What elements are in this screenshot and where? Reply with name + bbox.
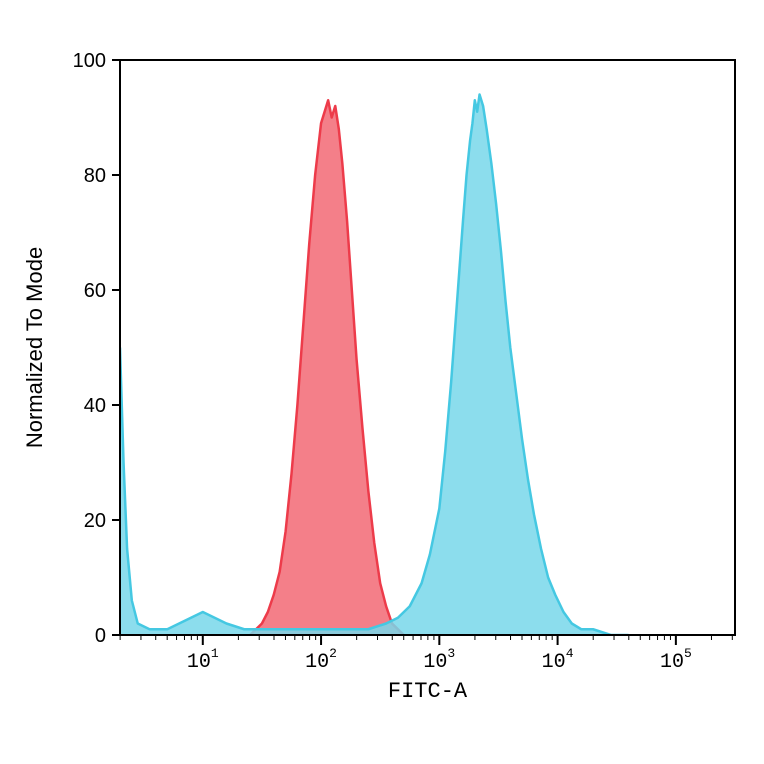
y-tick-label: 40 <box>84 395 106 417</box>
y-tick-label: 100 <box>73 50 106 72</box>
x-axis-label: FITC-A <box>388 679 468 704</box>
y-tick-label: 80 <box>84 165 106 187</box>
y-tick-label: 20 <box>84 510 106 532</box>
chart-svg: 020406080100101102103104105Normalized To… <box>0 0 764 764</box>
y-tick-label: 0 <box>95 625 106 647</box>
flow-cytometry-chart: 020406080100101102103104105Normalized To… <box>0 0 764 764</box>
y-tick-label: 60 <box>84 280 106 302</box>
y-axis-label: Normalized To Mode <box>22 247 47 448</box>
